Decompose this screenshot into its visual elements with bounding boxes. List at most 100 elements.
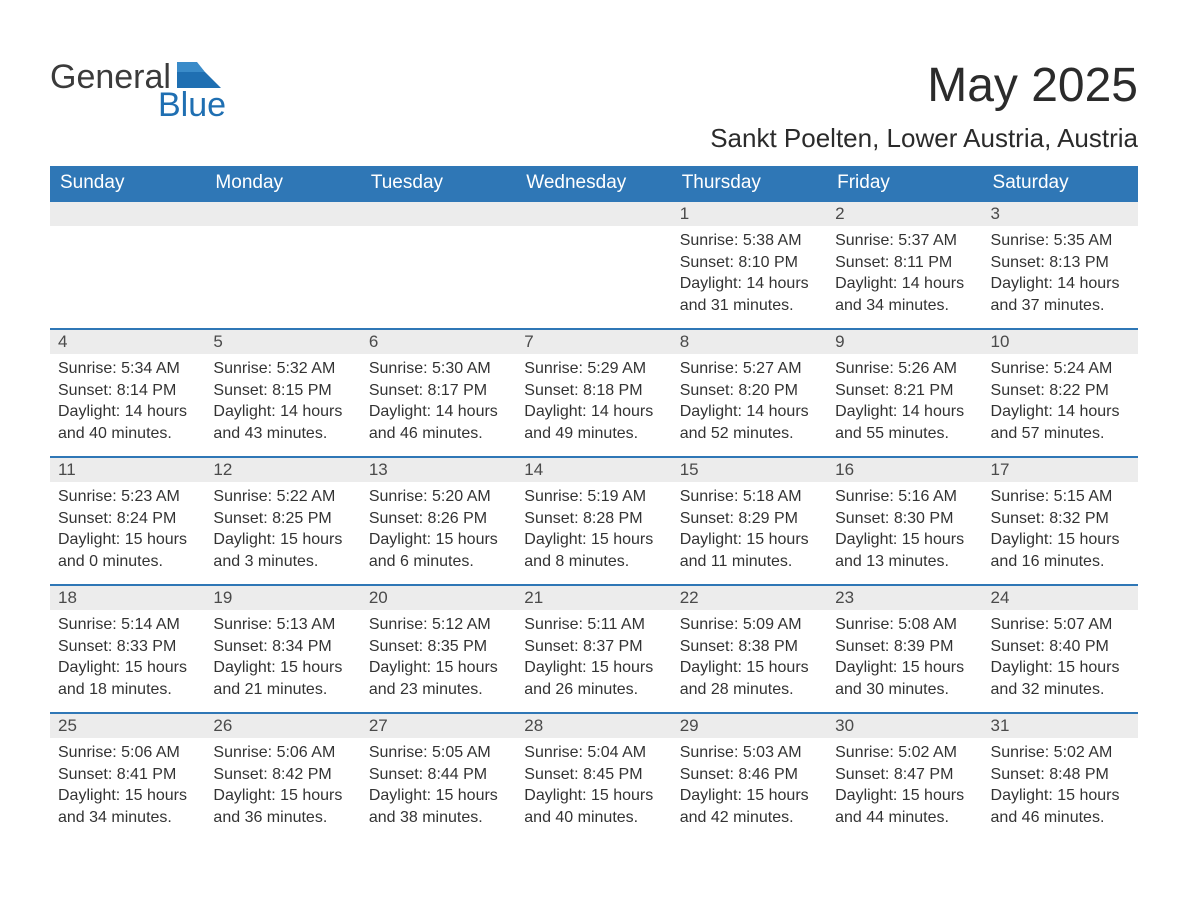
calendar-table: SundayMondayTuesdayWednesdayThursdayFrid… [50,166,1138,840]
day-details: Sunrise: 5:23 AMSunset: 8:24 PMDaylight:… [50,482,205,578]
day-number-bar: 18 [50,584,205,610]
day-details: Sunrise: 5:18 AMSunset: 8:29 PMDaylight:… [672,482,827,578]
daylight-line-1: Daylight: 15 hours [58,785,197,807]
calendar-cell: 6Sunrise: 5:30 AMSunset: 8:17 PMDaylight… [361,328,516,456]
daylight-line-1: Daylight: 15 hours [680,657,819,679]
daylight-line-1: Daylight: 15 hours [524,657,663,679]
sunrise-line: Sunrise: 5:32 AM [213,358,352,380]
sunset-line: Sunset: 8:17 PM [369,380,508,402]
day-details: Sunrise: 5:27 AMSunset: 8:20 PMDaylight:… [672,354,827,450]
daylight-line-1: Daylight: 14 hours [58,401,197,423]
daylight-line-2: and 52 minutes. [680,423,819,445]
brand-name-part1: General [50,60,171,94]
day-number-bar: 27 [361,712,516,738]
day-of-week-header: Saturday [983,166,1138,200]
calendar-cell: 22Sunrise: 5:09 AMSunset: 8:38 PMDayligh… [672,584,827,712]
calendar-cell: 30Sunrise: 5:02 AMSunset: 8:47 PMDayligh… [827,712,982,840]
calendar-cell: 7Sunrise: 5:29 AMSunset: 8:18 PMDaylight… [516,328,671,456]
sunrise-line: Sunrise: 5:02 AM [835,742,974,764]
sunrise-line: Sunrise: 5:22 AM [213,486,352,508]
day-of-week-header: Wednesday [516,166,671,200]
calendar-cell: 9Sunrise: 5:26 AMSunset: 8:21 PMDaylight… [827,328,982,456]
daylight-line-2: and 8 minutes. [524,551,663,573]
sunrise-line: Sunrise: 5:06 AM [213,742,352,764]
daylight-line-1: Daylight: 15 hours [835,785,974,807]
daylight-line-2: and 32 minutes. [991,679,1130,701]
daylight-line-1: Daylight: 15 hours [835,529,974,551]
sunset-line: Sunset: 8:26 PM [369,508,508,530]
day-details: Sunrise: 5:04 AMSunset: 8:45 PMDaylight:… [516,738,671,834]
calendar-cell [50,200,205,328]
calendar-cell: 23Sunrise: 5:08 AMSunset: 8:39 PMDayligh… [827,584,982,712]
daylight-line-2: and 46 minutes. [991,807,1130,829]
sunrise-line: Sunrise: 5:20 AM [369,486,508,508]
day-number-bar: 11 [50,456,205,482]
day-of-week-row: SundayMondayTuesdayWednesdayThursdayFrid… [50,166,1138,200]
daylight-line-1: Daylight: 15 hours [991,657,1130,679]
daylight-line-2: and 34 minutes. [835,295,974,317]
day-number-bar: 9 [827,328,982,354]
sunset-line: Sunset: 8:38 PM [680,636,819,658]
sunrise-line: Sunrise: 5:14 AM [58,614,197,636]
sunset-line: Sunset: 8:42 PM [213,764,352,786]
sunset-line: Sunset: 8:34 PM [213,636,352,658]
day-number-bar: 20 [361,584,516,610]
sunset-line: Sunset: 8:32 PM [991,508,1130,530]
calendar-cell [205,200,360,328]
day-details: Sunrise: 5:14 AMSunset: 8:33 PMDaylight:… [50,610,205,706]
daylight-line-1: Daylight: 15 hours [213,529,352,551]
day-number-bar: 31 [983,712,1138,738]
day-of-week-header: Thursday [672,166,827,200]
daylight-line-2: and 57 minutes. [991,423,1130,445]
day-details: Sunrise: 5:19 AMSunset: 8:28 PMDaylight:… [516,482,671,578]
daylight-line-2: and 26 minutes. [524,679,663,701]
calendar-cell: 5Sunrise: 5:32 AMSunset: 8:15 PMDaylight… [205,328,360,456]
daylight-line-2: and 44 minutes. [835,807,974,829]
sunrise-line: Sunrise: 5:35 AM [991,230,1130,252]
calendar-cell: 8Sunrise: 5:27 AMSunset: 8:20 PMDaylight… [672,328,827,456]
daylight-line-1: Daylight: 14 hours [369,401,508,423]
daylight-line-2: and 31 minutes. [680,295,819,317]
day-number-bar: 6 [361,328,516,354]
daylight-line-2: and 6 minutes. [369,551,508,573]
day-details: Sunrise: 5:08 AMSunset: 8:39 PMDaylight:… [827,610,982,706]
daylight-line-2: and 38 minutes. [369,807,508,829]
sunrise-line: Sunrise: 5:37 AM [835,230,974,252]
daylight-line-1: Daylight: 15 hours [213,657,352,679]
sunrise-line: Sunrise: 5:08 AM [835,614,974,636]
calendar-week-row: 4Sunrise: 5:34 AMSunset: 8:14 PMDaylight… [50,328,1138,456]
daylight-line-2: and 36 minutes. [213,807,352,829]
calendar-week-row: 1Sunrise: 5:38 AMSunset: 8:10 PMDaylight… [50,200,1138,328]
calendar-cell: 1Sunrise: 5:38 AMSunset: 8:10 PMDaylight… [672,200,827,328]
sunset-line: Sunset: 8:14 PM [58,380,197,402]
daylight-line-1: Daylight: 15 hours [524,529,663,551]
calendar-cell [361,200,516,328]
sunset-line: Sunset: 8:21 PM [835,380,974,402]
sunrise-line: Sunrise: 5:11 AM [524,614,663,636]
day-details: Sunrise: 5:38 AMSunset: 8:10 PMDaylight:… [672,226,827,322]
daylight-line-2: and 18 minutes. [58,679,197,701]
day-number-bar: 30 [827,712,982,738]
calendar-body: 1Sunrise: 5:38 AMSunset: 8:10 PMDaylight… [50,200,1138,840]
calendar-cell: 14Sunrise: 5:19 AMSunset: 8:28 PMDayligh… [516,456,671,584]
sunset-line: Sunset: 8:29 PM [680,508,819,530]
sunrise-line: Sunrise: 5:19 AM [524,486,663,508]
day-details: Sunrise: 5:03 AMSunset: 8:46 PMDaylight:… [672,738,827,834]
calendar-cell: 28Sunrise: 5:04 AMSunset: 8:45 PMDayligh… [516,712,671,840]
sunset-line: Sunset: 8:41 PM [58,764,197,786]
daylight-line-1: Daylight: 15 hours [991,529,1130,551]
sunrise-line: Sunrise: 5:13 AM [213,614,352,636]
day-details: Sunrise: 5:11 AMSunset: 8:37 PMDaylight:… [516,610,671,706]
sunrise-line: Sunrise: 5:15 AM [991,486,1130,508]
day-number-bar: 29 [672,712,827,738]
calendar-cell: 18Sunrise: 5:14 AMSunset: 8:33 PMDayligh… [50,584,205,712]
sunset-line: Sunset: 8:25 PM [213,508,352,530]
day-details: Sunrise: 5:29 AMSunset: 8:18 PMDaylight:… [516,354,671,450]
day-details: Sunrise: 5:05 AMSunset: 8:44 PMDaylight:… [361,738,516,834]
day-details: Sunrise: 5:06 AMSunset: 8:42 PMDaylight:… [205,738,360,834]
day-details [50,226,205,306]
daylight-line-1: Daylight: 14 hours [835,273,974,295]
calendar-cell: 27Sunrise: 5:05 AMSunset: 8:44 PMDayligh… [361,712,516,840]
calendar-page: General Blue May 2025 Sankt Poelten, Low… [0,0,1188,880]
calendar-cell: 16Sunrise: 5:16 AMSunset: 8:30 PMDayligh… [827,456,982,584]
